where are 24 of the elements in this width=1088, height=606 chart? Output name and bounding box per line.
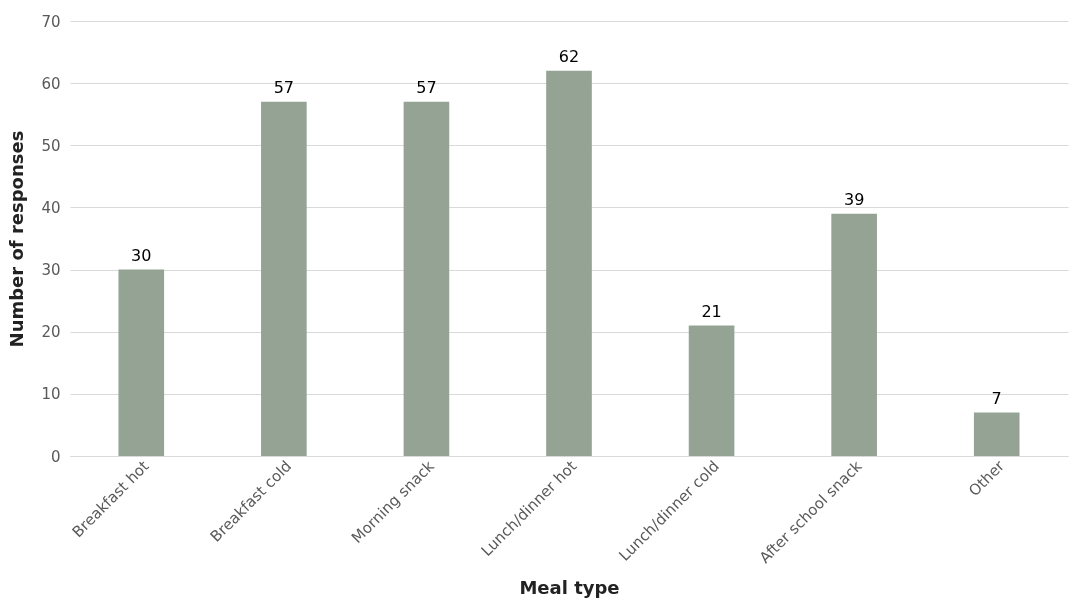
y-tick-label: 20 [41, 323, 61, 342]
bar [831, 213, 877, 456]
y-axis-title: Number of responses [6, 130, 28, 348]
data-label: 57 [416, 77, 437, 97]
data-label: 62 [558, 46, 580, 66]
y-tick-label: 70 [41, 12, 61, 31]
y-tick-label: 60 [41, 74, 61, 93]
bar [403, 101, 450, 456]
y-tick-label: 50 [41, 136, 61, 155]
bar [688, 325, 735, 456]
data-label: 21 [701, 301, 722, 321]
bar [546, 70, 592, 456]
bar [261, 101, 307, 456]
y-tick-label: 40 [41, 198, 61, 217]
bar [118, 269, 165, 456]
data-label: 57 [273, 77, 295, 97]
bar [973, 412, 1020, 456]
data-label: 39 [843, 189, 865, 209]
data-label: 7 [991, 388, 1002, 408]
data-label: 30 [131, 245, 152, 265]
y-tick-label: 0 [50, 447, 61, 466]
x-axis-title: Meal type [519, 577, 620, 599]
y-tick-label: 10 [41, 385, 61, 404]
y-tick-label: 30 [41, 261, 61, 280]
